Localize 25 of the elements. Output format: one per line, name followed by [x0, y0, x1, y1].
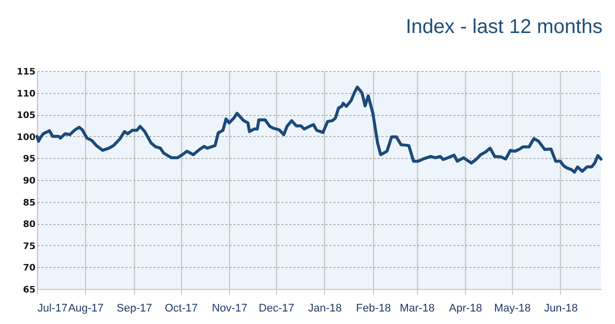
x-tick-label: Jan-18	[308, 302, 342, 314]
y-tick-label: 90	[22, 176, 36, 186]
y-tick-label: 95	[22, 154, 36, 165]
y-tick-label: 70	[22, 264, 36, 274]
x-tick-label: Jun-18	[544, 302, 578, 314]
x-tick-label: Nov-17	[212, 302, 248, 314]
y-tick-label: 85	[22, 198, 36, 208]
x-tick-label: Feb-18	[356, 302, 391, 314]
x-tick-label: Apr-18	[449, 302, 482, 314]
y-tick-label: 75	[22, 242, 36, 252]
chart-title: Index - last 12 months	[406, 16, 602, 38]
x-tick-label: May-18	[494, 302, 531, 314]
x-tick-label: Dec-17	[258, 302, 294, 314]
x-tick-label: Oct-17	[164, 302, 198, 314]
y-tick-label: 65	[22, 286, 36, 296]
y-tick-label: 115	[16, 68, 36, 78]
y-tick-label: 105	[16, 111, 36, 122]
x-tick-label: Jul-17	[38, 302, 68, 314]
x-tick-label: Mar-18	[400, 302, 435, 314]
y-tick-label: 100	[16, 132, 36, 143]
y-tick-label: 110	[16, 89, 36, 100]
x-tick-label: Aug-17	[68, 302, 104, 314]
x-tick-label: Sep-17	[116, 302, 152, 314]
line-series	[36, 86, 602, 174]
y-tick-label: 80	[22, 220, 36, 230]
